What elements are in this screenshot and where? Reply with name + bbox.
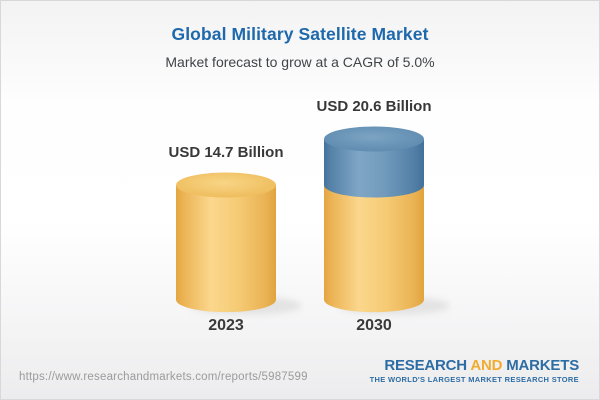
cylinder-2023 (174, 171, 304, 326)
logo-tagline: THE WORLD'S LARGEST MARKET RESEARCH STOR… (369, 375, 579, 384)
value-label-2030: USD 20.6 Billion (316, 97, 432, 115)
logo-word-markets: MARKETS (506, 357, 579, 374)
logo-wordmark: RESEARCH AND MARKETS (370, 358, 579, 373)
page-subtitle: Market forecast to grow at a CAGR of 5.0… (165, 54, 435, 70)
research-and-markets-logo: RESEARCH AND MARKETS THE WORLD'S LARGEST… (369, 358, 580, 384)
chart-header: Global Military Satellite Market Market … (1, 1, 599, 70)
report-url: https://www.researchandmarkets.com/repor… (19, 371, 308, 383)
value-label-2023: USD 14.7 Billion (168, 143, 284, 161)
category-label-2023: 2023 (208, 317, 244, 334)
category-label-2030: 2030 (356, 317, 392, 334)
logo-word-and: AND (470, 357, 503, 374)
logo-word-research: RESEARCH (384, 357, 467, 374)
page-title: Global Military Satellite Market (171, 24, 429, 44)
cylinder-2030 (322, 125, 452, 326)
